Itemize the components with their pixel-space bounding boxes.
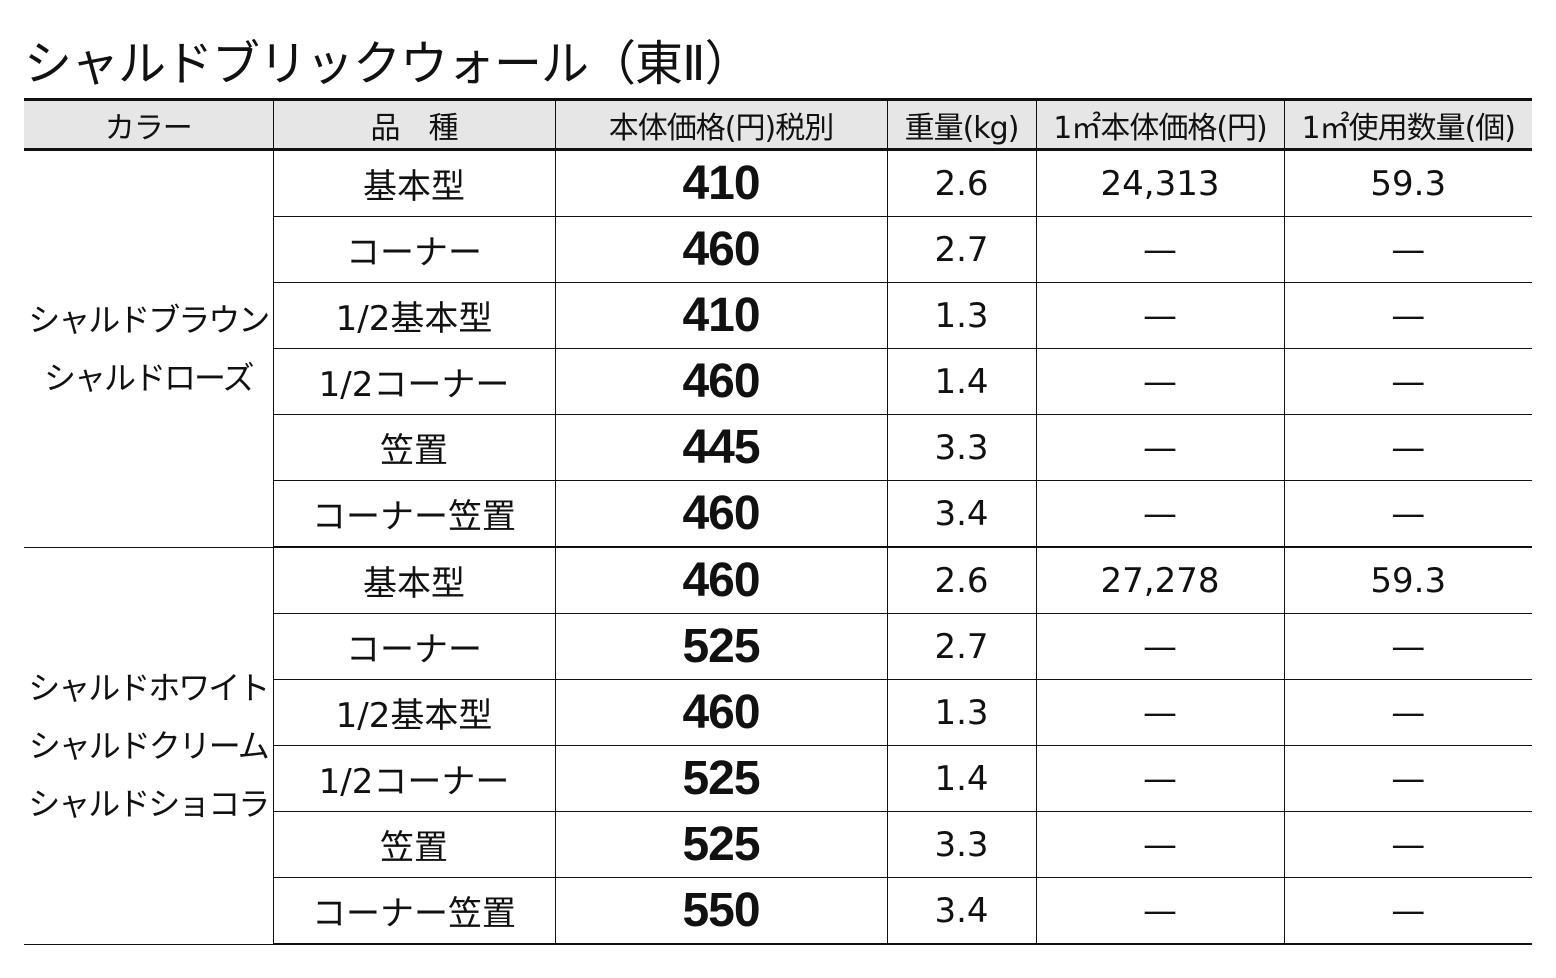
table-row: 1/2基本型 410 1.3— —	[24, 282, 1532, 349]
header-price-per-m2: 1㎡本体価格(円)	[1035, 98, 1284, 151]
qty-per-m2-cell: —	[1283, 679, 1532, 746]
kind-cell: コーナー	[272, 216, 555, 283]
weight-cell: 2.7	[886, 613, 1036, 680]
header-color: カラー	[24, 98, 273, 151]
price-per-m2-cell: 24,313	[1035, 149, 1284, 217]
color-group-cell: シャルドホワイト シャルドクリーム シャルドショコラ	[24, 547, 273, 945]
qty-per-m2-cell: —	[1283, 745, 1532, 812]
kind-cell: 1/2コーナー	[272, 348, 555, 415]
color-name: シャルドブラウン	[28, 300, 270, 339]
kind-cell: コーナー	[272, 613, 555, 680]
price-cell: 460	[554, 216, 887, 283]
table-row: コーナー笠置 460 3.4— —	[24, 480, 1532, 548]
qty-per-m2-cell: —	[1283, 414, 1532, 481]
table-row: コーナー 460 2.7— —	[24, 216, 1532, 283]
header-price: 本体価格(円)税別	[554, 98, 887, 151]
color-name: シャルドローズ	[44, 358, 254, 397]
price-cell: 460	[554, 547, 887, 614]
kind-cell: 1/2コーナー	[272, 745, 555, 812]
kind-cell: コーナー笠置	[272, 480, 555, 548]
price-cell: 410	[554, 149, 887, 217]
qty-per-m2-cell: 59.3	[1283, 547, 1532, 614]
header-weight: 重量(kg)	[886, 98, 1036, 151]
price-per-m2-cell: —	[1035, 282, 1284, 349]
kind-cell: 笠置	[272, 414, 555, 481]
price-per-m2-cell: —	[1035, 679, 1284, 746]
price-per-m2-cell: 27,278	[1035, 547, 1284, 614]
table-row: コーナー笠置 550 3.4— —	[24, 877, 1532, 945]
qty-per-m2-cell: —	[1283, 348, 1532, 415]
price-cell: 445	[554, 414, 887, 481]
color-name: シャルドホワイト	[28, 668, 270, 707]
color-group-cell: シャルドブラウン シャルドローズ	[24, 149, 273, 548]
table-header: カラー 品 種 本体価格(円)税別 重量(kg) 1㎡本体価格(円) 1㎡使用数…	[24, 98, 1532, 151]
kind-cell: 笠置	[272, 811, 555, 878]
header-kind: 品 種	[272, 98, 555, 151]
price-per-m2-cell: —	[1035, 811, 1284, 878]
price-cell: 525	[554, 811, 887, 878]
table-row: コーナー 525 2.7— —	[24, 613, 1532, 680]
price-per-m2-cell: —	[1035, 613, 1284, 680]
qty-per-m2-cell: —	[1283, 216, 1532, 283]
qty-per-m2-cell: —	[1283, 811, 1532, 878]
price-per-m2-cell: —	[1035, 414, 1284, 481]
table-row: 笠置 445 3.3— —	[24, 414, 1532, 481]
kind-cell: 1/2基本型	[272, 282, 555, 349]
price-cell: 460	[554, 480, 887, 548]
weight-cell: 3.3	[886, 811, 1036, 878]
weight-cell: 1.3	[886, 282, 1036, 349]
table-row: 1/2コーナー 525 1.4— —	[24, 745, 1532, 812]
weight-cell: 3.4	[886, 877, 1036, 945]
weight-cell: 3.3	[886, 414, 1036, 481]
weight-cell: 1.3	[886, 679, 1036, 746]
table-row: シャルドブラウン シャルドローズ 基本型 410 2.6 24,313 59.3	[24, 149, 1532, 548]
qty-per-m2-cell: —	[1283, 480, 1532, 548]
price-per-m2-cell: —	[1035, 348, 1284, 415]
weight-cell: 2.7	[886, 216, 1036, 283]
price-table: カラー 品 種 本体価格(円)税別 重量(kg) 1㎡本体価格(円) 1㎡使用数…	[24, 98, 1532, 945]
price-per-m2-cell: —	[1035, 216, 1284, 283]
qty-per-m2-cell: —	[1283, 282, 1532, 349]
price-cell: 525	[554, 613, 887, 680]
color-name: シャルドショコラ	[28, 784, 270, 823]
weight-cell: 2.6	[886, 547, 1036, 614]
price-per-m2-cell: —	[1035, 745, 1284, 812]
color-name: シャルドクリーム	[28, 726, 270, 765]
kind-cell: コーナー笠置	[272, 877, 555, 945]
weight-cell: 1.4	[886, 348, 1036, 415]
qty-per-m2-cell: —	[1283, 613, 1532, 680]
page-title: シャルドブリックウォール（東Ⅱ）	[24, 36, 753, 92]
kind-cell: 1/2基本型	[272, 679, 555, 746]
price-cell: 410	[554, 282, 887, 349]
price-per-m2-cell: —	[1035, 877, 1284, 945]
table-row: 笠置 525 3.3— —	[24, 811, 1532, 878]
weight-cell: 1.4	[886, 745, 1036, 812]
table-row: 1/2基本型 460 1.3— —	[24, 679, 1532, 746]
price-cell: 460	[554, 348, 887, 415]
price-cell: 550	[554, 877, 887, 945]
table-row: シャルドホワイト シャルドクリーム シャルドショコラ 基本型 460 2.6 27,278 5…	[24, 547, 1532, 945]
weight-cell: 3.4	[886, 480, 1036, 548]
header-qty-per-m2: 1㎡使用数量(個)	[1283, 98, 1532, 151]
kind-cell: 基本型	[272, 547, 555, 614]
weight-cell: 2.6	[886, 149, 1036, 217]
price-cell: 460	[554, 679, 887, 746]
qty-per-m2-cell: —	[1283, 877, 1532, 945]
qty-per-m2-cell: 59.3	[1283, 149, 1532, 217]
table-row: 1/2コーナー 460 1.4— —	[24, 348, 1532, 415]
table-body: シャルドブラウン シャルドローズ 基本型 410 2.6 24,313 59.3 コーナー 46…	[24, 149, 1532, 945]
price-cell: 525	[554, 745, 887, 812]
kind-cell: 基本型	[272, 149, 555, 217]
price-per-m2-cell: —	[1035, 480, 1284, 548]
